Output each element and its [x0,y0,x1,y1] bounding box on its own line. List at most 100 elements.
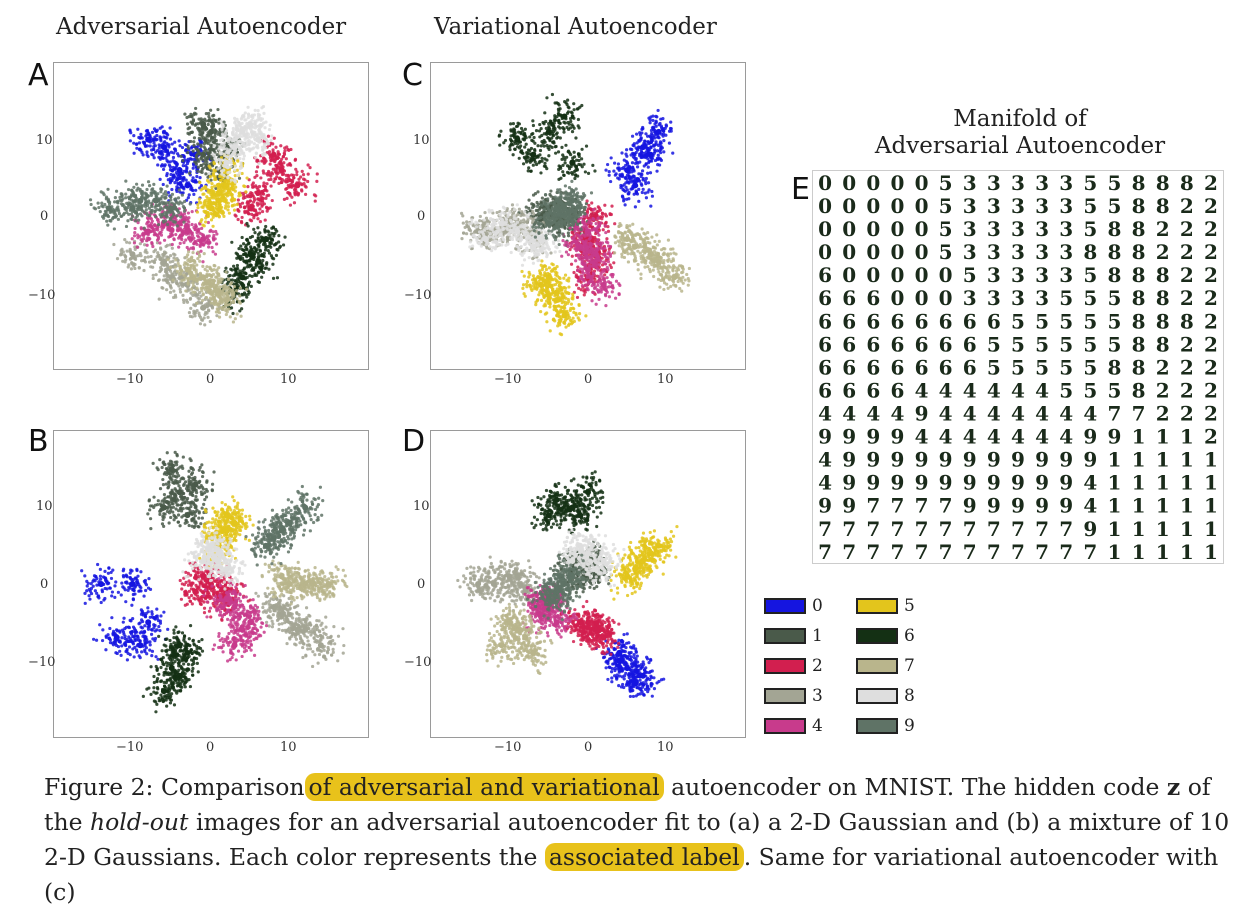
point-2 [300,183,304,187]
point-9 [162,192,166,196]
point-5 [233,174,237,178]
point-7 [184,289,188,293]
point-2 [579,280,583,284]
point-0 [657,156,661,160]
point-5 [218,199,222,204]
point-0 [669,120,673,124]
point-4 [136,236,140,240]
point-3 [165,263,169,267]
point-7 [227,290,231,294]
point-6 [256,280,260,284]
point-5 [221,187,225,191]
point-2 [587,203,591,207]
point-6 [247,290,251,295]
point-6 [237,255,241,260]
point-8 [259,118,263,122]
point-0 [669,127,673,131]
point-9 [138,212,143,216]
point-5 [216,194,220,199]
point-4 [149,225,153,229]
point-1 [549,189,553,193]
point-2 [606,225,610,229]
point-8 [233,121,237,125]
point-5 [219,208,223,213]
point-9 [165,210,169,214]
point-9 [149,210,154,215]
point-2 [258,202,262,206]
point-2 [570,254,574,258]
point-7 [194,270,198,274]
point-8 [253,137,257,141]
point-7 [194,279,199,283]
point-0 [625,180,630,184]
point-0 [627,197,631,201]
point-0 [183,142,187,147]
point-4 [146,217,150,221]
point-5 [208,174,213,179]
point-6 [278,244,283,248]
point-2 [301,173,306,177]
point-1 [181,159,185,163]
point-7 [244,287,249,291]
point-4 [177,236,181,240]
point-0 [176,181,180,185]
point-8 [240,127,244,131]
point-1 [216,107,220,112]
point-7 [182,278,186,282]
point-8 [246,105,250,109]
point-3 [549,251,553,255]
point-9 [157,208,162,212]
point-8 [247,141,251,145]
point-3 [158,269,162,274]
point-3 [198,290,202,295]
point-5 [212,174,216,178]
point-5 [203,200,207,204]
point-6 [241,293,245,297]
point-5 [205,205,209,209]
point-2 [600,211,604,215]
point-8 [268,123,272,127]
point-5 [235,202,239,207]
point-7 [208,267,212,271]
point-4 [206,220,210,225]
point-3 [147,260,152,264]
point-9 [180,201,184,205]
point-6 [272,234,276,238]
point-4 [196,234,200,238]
point-0 [155,133,159,138]
point-2 [583,288,587,292]
point-0 [667,141,672,145]
point-9 [158,201,162,206]
point-2 [267,193,271,197]
point-9 [149,193,154,197]
point-0 [627,170,631,174]
point-1 [190,115,194,119]
point-6 [249,255,254,259]
point-0 [630,134,635,138]
point-6 [249,245,253,249]
point-1 [198,129,202,134]
point-9 [159,197,163,201]
point-4 [177,245,181,249]
point-0 [644,162,648,166]
point-0 [624,148,629,152]
point-2 [284,157,288,161]
point-3 [519,214,523,218]
point-1 [209,143,213,147]
point-0 [640,169,645,173]
point-0 [132,151,136,155]
point-9 [143,196,147,200]
point-0 [625,173,630,177]
point-0 [632,144,636,148]
point-3 [195,282,199,286]
point-0 [168,126,172,130]
point-0 [641,125,645,130]
point-4 [170,233,175,237]
point-7 [184,276,188,280]
point-0 [644,132,648,136]
point-7 [192,276,196,280]
point-5 [221,193,225,197]
point-1 [191,149,195,153]
point-3 [481,223,485,228]
point-0 [645,147,649,151]
